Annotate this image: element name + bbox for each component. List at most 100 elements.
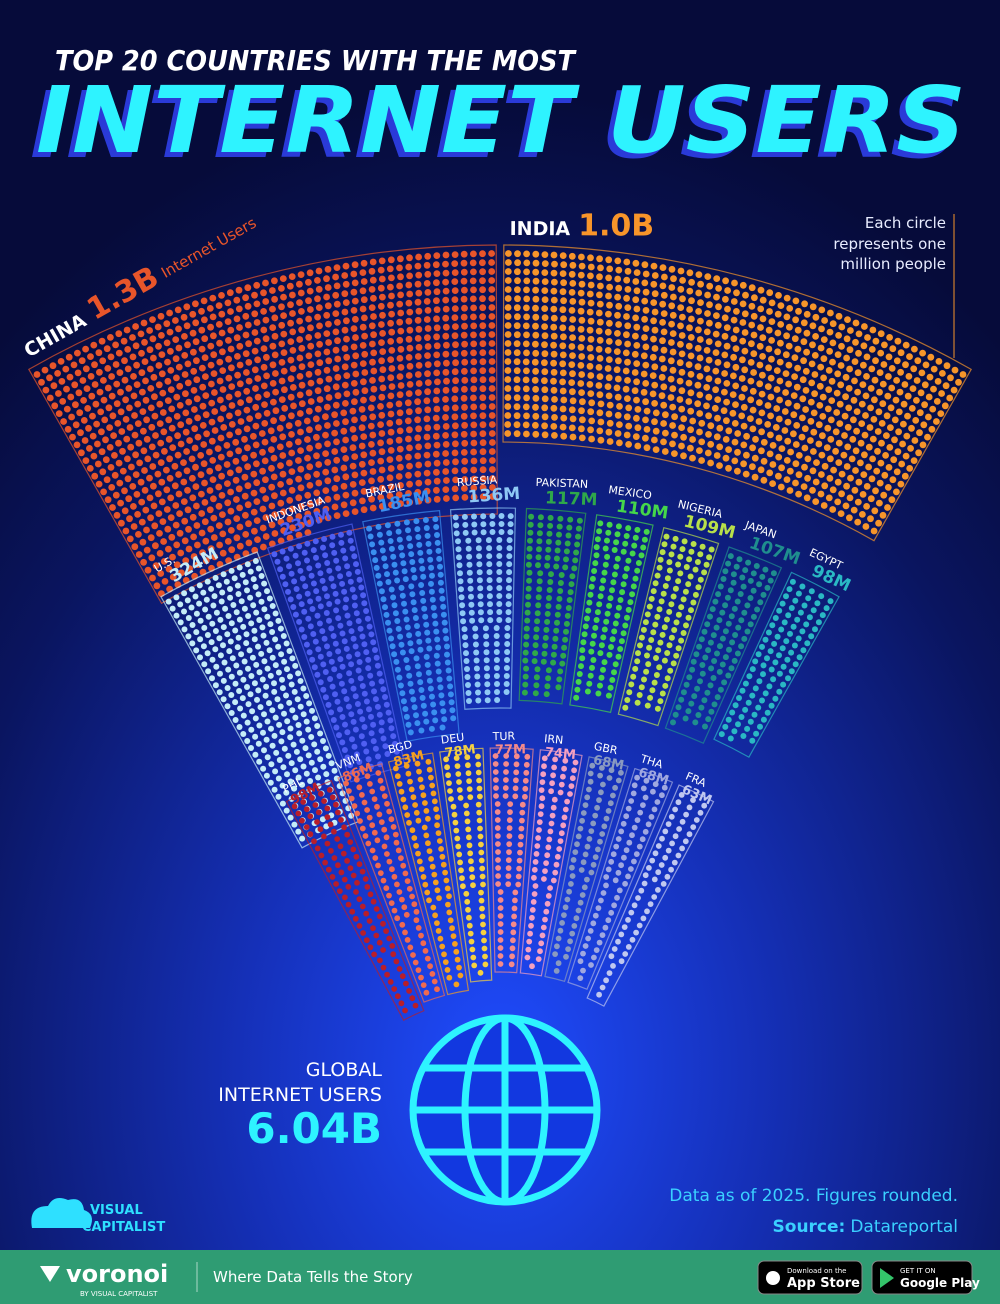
dot bbox=[443, 377, 450, 385]
dot bbox=[504, 649, 511, 655]
dot bbox=[582, 851, 589, 858]
dot bbox=[504, 295, 512, 302]
dot bbox=[749, 387, 757, 395]
dot bbox=[862, 523, 870, 530]
logo: VISUAL CAPITALIST bbox=[31, 1198, 165, 1235]
dot bbox=[561, 814, 568, 821]
dot bbox=[151, 522, 159, 530]
dot bbox=[82, 365, 90, 373]
dot bbox=[634, 817, 641, 823]
dot bbox=[785, 380, 792, 388]
dot bbox=[604, 383, 612, 390]
badge-bg[interactable] bbox=[757, 1260, 863, 1295]
dot bbox=[429, 572, 435, 579]
dot bbox=[531, 891, 538, 897]
dot bbox=[584, 615, 590, 622]
dot bbox=[598, 674, 605, 681]
dot bbox=[588, 962, 594, 968]
dot bbox=[211, 389, 218, 396]
dot bbox=[572, 849, 579, 855]
dot bbox=[374, 803, 380, 810]
dot bbox=[826, 474, 834, 482]
dot bbox=[113, 380, 121, 388]
dot bbox=[876, 499, 883, 507]
dot bbox=[722, 436, 730, 443]
dot bbox=[436, 555, 443, 562]
dot bbox=[319, 816, 326, 823]
dot bbox=[943, 362, 951, 370]
dot bbox=[433, 477, 441, 485]
dot bbox=[642, 343, 650, 351]
dot bbox=[351, 489, 359, 497]
dot bbox=[451, 305, 459, 312]
dot bbox=[74, 369, 82, 377]
dot bbox=[147, 404, 155, 412]
dot bbox=[572, 759, 579, 766]
dot bbox=[713, 624, 720, 631]
dot bbox=[643, 528, 650, 535]
dot bbox=[378, 275, 386, 283]
value-label: 117M bbox=[545, 488, 598, 510]
badge-bg[interactable] bbox=[871, 1260, 973, 1295]
dot bbox=[461, 322, 468, 330]
dot bbox=[284, 718, 291, 725]
dot bbox=[448, 796, 454, 802]
dot bbox=[321, 585, 328, 592]
dot bbox=[633, 851, 640, 857]
dot bbox=[177, 549, 185, 557]
dot bbox=[400, 560, 407, 567]
dot bbox=[662, 583, 669, 589]
dot bbox=[315, 562, 322, 569]
dot bbox=[586, 290, 594, 298]
dot bbox=[504, 286, 512, 293]
dot bbox=[749, 666, 756, 673]
dot bbox=[854, 518, 862, 526]
value-label: 77M bbox=[495, 742, 526, 758]
dot bbox=[167, 494, 175, 502]
dot bbox=[586, 680, 593, 687]
dot bbox=[451, 251, 459, 258]
dot bbox=[359, 825, 366, 832]
dot bbox=[261, 747, 267, 754]
dot bbox=[640, 785, 647, 792]
dot bbox=[321, 635, 328, 642]
dot bbox=[326, 651, 333, 657]
app-store-badge[interactable]: Download on the App Store bbox=[757, 1260, 863, 1295]
dot bbox=[488, 421, 496, 428]
dot bbox=[451, 386, 459, 394]
dot bbox=[405, 435, 412, 443]
dot bbox=[388, 635, 395, 642]
dot bbox=[219, 386, 227, 393]
dot bbox=[589, 762, 596, 769]
dot bbox=[807, 398, 815, 406]
dot bbox=[522, 340, 530, 348]
dot bbox=[272, 636, 279, 643]
dot bbox=[543, 860, 549, 866]
dot bbox=[406, 672, 413, 679]
dot bbox=[410, 599, 417, 606]
dot bbox=[245, 701, 252, 708]
dot bbox=[773, 386, 781, 393]
dot bbox=[457, 972, 464, 979]
dot bbox=[452, 819, 459, 826]
dot bbox=[130, 373, 137, 380]
dot bbox=[455, 546, 462, 553]
google-play-badge[interactable]: GET IT ON Google Play bbox=[871, 1260, 980, 1295]
dot bbox=[220, 696, 227, 703]
dot bbox=[117, 408, 125, 416]
dot bbox=[342, 510, 350, 517]
dot bbox=[289, 291, 296, 299]
dot bbox=[341, 638, 348, 645]
dot bbox=[415, 497, 423, 505]
dot bbox=[443, 495, 450, 502]
dot bbox=[370, 349, 378, 357]
dot bbox=[532, 412, 540, 420]
dot bbox=[365, 840, 372, 847]
dot bbox=[435, 928, 442, 934]
dot bbox=[286, 282, 294, 290]
dot bbox=[250, 451, 257, 459]
dot bbox=[353, 610, 360, 617]
dot bbox=[844, 443, 852, 451]
dot bbox=[383, 928, 389, 934]
